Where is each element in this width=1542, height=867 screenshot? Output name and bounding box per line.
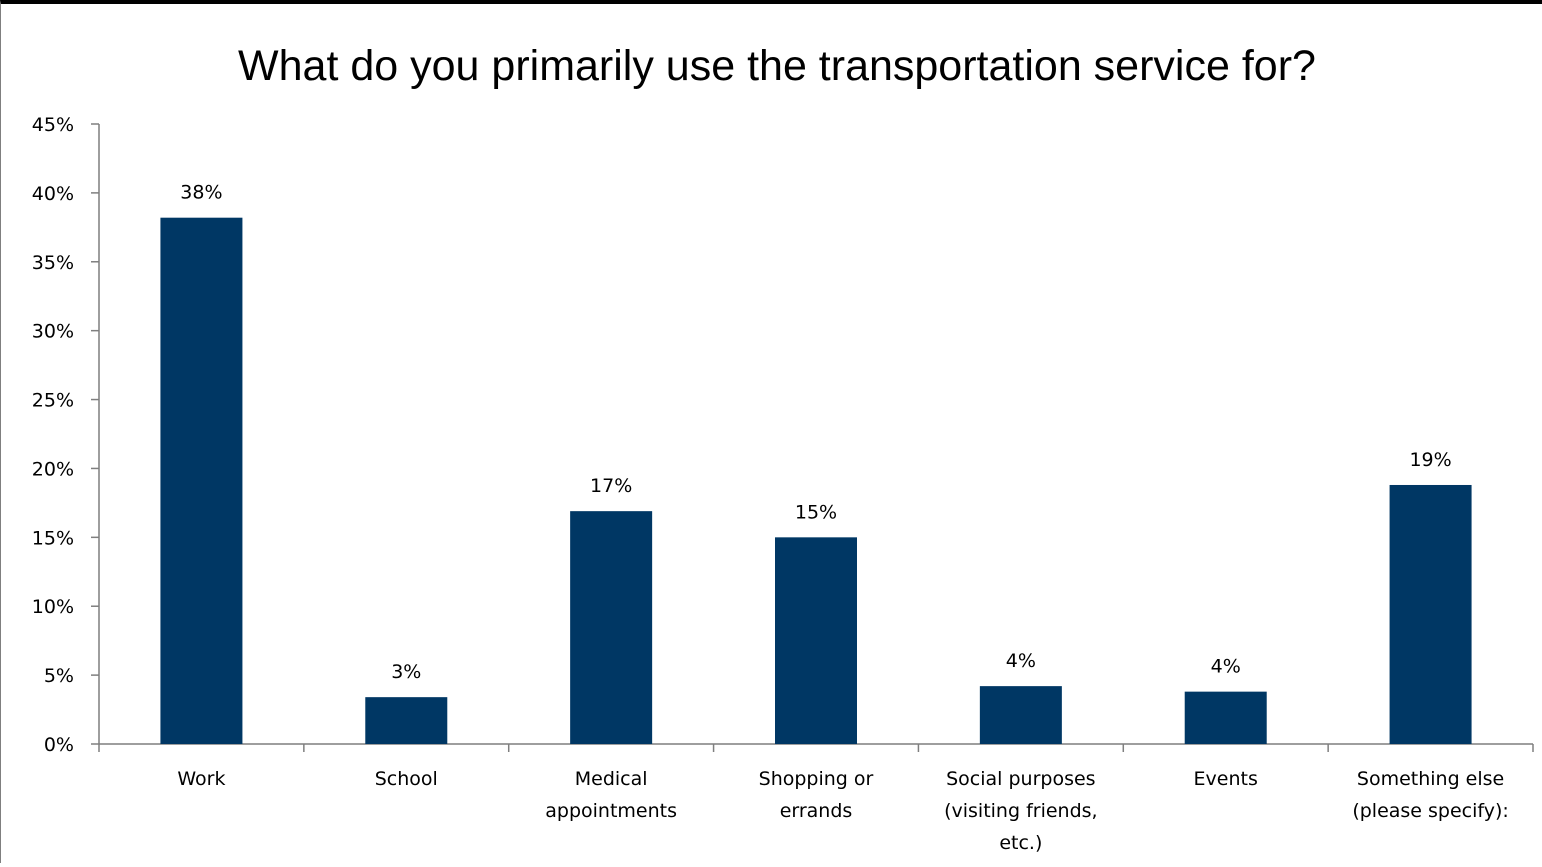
bar (570, 511, 653, 744)
data-label: 38% (180, 182, 222, 204)
y-tick-label: 0% (44, 734, 74, 756)
category-label: Medical appointments (545, 768, 677, 822)
bar (1389, 484, 1472, 744)
data-labels: 38% 3% 17% 15% 4% 4% 19% (180, 182, 1451, 683)
y-axis: 0% 5% 10% 15% 20% 25% 30% 35% 40% 45% (32, 114, 100, 756)
bar (160, 217, 243, 744)
x-axis: Work School Medical appointments Shopping or… (98, 743, 1534, 854)
category-label: Events (1194, 768, 1258, 790)
data-label: 15% (795, 501, 837, 523)
y-tick-label: 40% (32, 183, 74, 205)
category-label: Work (177, 768, 225, 790)
y-tick-label: 35% (32, 252, 74, 274)
data-label: 3% (391, 661, 421, 683)
y-tick-label: 15% (32, 527, 74, 549)
bar (365, 697, 448, 744)
bar (979, 686, 1062, 744)
bar (1184, 691, 1267, 744)
y-tick-label: 5% (44, 665, 74, 687)
category-label: Social purposes (visiting friends, etc.) (944, 768, 1098, 854)
category-label: Something else (please specify): (1352, 768, 1509, 822)
y-tick-label: 25% (32, 390, 74, 412)
data-label: 4% (1006, 650, 1036, 672)
y-tick-label: 20% (32, 458, 74, 480)
category-label: Shopping or errands (759, 768, 874, 822)
bar-chart: What do you primarily use the transporta… (32, 42, 1534, 854)
y-tick-label: 45% (32, 114, 74, 136)
data-label: 17% (590, 475, 632, 497)
data-label: 4% (1211, 656, 1241, 678)
category-label: School (375, 768, 438, 790)
chart-title: What do you primarily use the transporta… (238, 42, 1316, 90)
y-tick-label: 30% (32, 321, 74, 343)
y-tick-label: 10% (32, 596, 74, 618)
bar (775, 537, 857, 744)
data-label: 19% (1409, 449, 1451, 471)
bars (160, 217, 1472, 744)
